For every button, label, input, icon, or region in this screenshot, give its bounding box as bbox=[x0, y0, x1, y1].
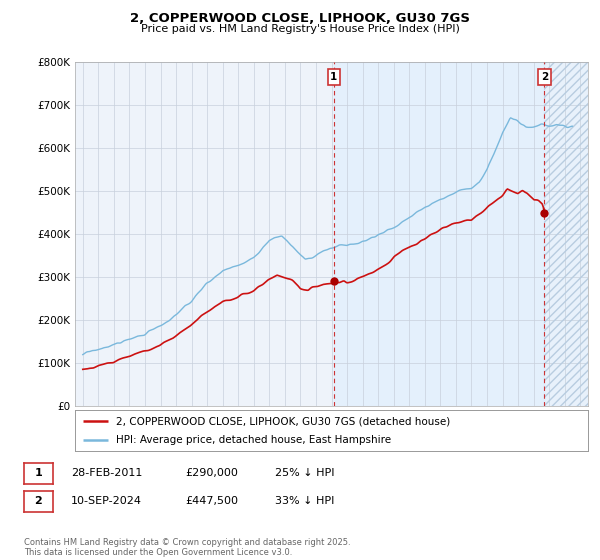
Text: Price paid vs. HM Land Registry's House Price Index (HPI): Price paid vs. HM Land Registry's House … bbox=[140, 24, 460, 34]
Text: 2: 2 bbox=[541, 72, 548, 82]
Text: 2, COPPERWOOD CLOSE, LIPHOOK, GU30 7GS (detached house): 2, COPPERWOOD CLOSE, LIPHOOK, GU30 7GS (… bbox=[116, 417, 450, 426]
Text: Contains HM Land Registry data © Crown copyright and database right 2025.
This d: Contains HM Land Registry data © Crown c… bbox=[24, 538, 350, 557]
Text: 2: 2 bbox=[35, 496, 42, 506]
Text: 1: 1 bbox=[35, 468, 42, 478]
Bar bbox=[544, 62, 588, 406]
Text: 2, COPPERWOOD CLOSE, LIPHOOK, GU30 7GS: 2, COPPERWOOD CLOSE, LIPHOOK, GU30 7GS bbox=[130, 12, 470, 25]
Text: 25% ↓ HPI: 25% ↓ HPI bbox=[275, 468, 334, 478]
Text: £447,500: £447,500 bbox=[185, 496, 238, 506]
Text: 1: 1 bbox=[330, 72, 337, 82]
Bar bbox=[334, 62, 544, 406]
Text: 10-SEP-2024: 10-SEP-2024 bbox=[71, 496, 142, 506]
Text: HPI: Average price, detached house, East Hampshire: HPI: Average price, detached house, East… bbox=[116, 435, 391, 445]
Text: 33% ↓ HPI: 33% ↓ HPI bbox=[275, 496, 334, 506]
Text: £290,000: £290,000 bbox=[185, 468, 238, 478]
Text: 28-FEB-2011: 28-FEB-2011 bbox=[71, 468, 142, 478]
Bar bbox=[544, 62, 588, 406]
